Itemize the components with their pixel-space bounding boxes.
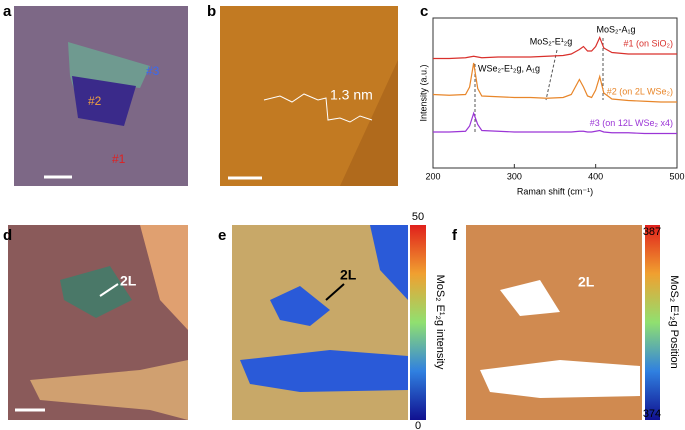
spectrum	[432, 62, 677, 103]
colorbar-tick: 387	[643, 226, 661, 238]
peak-annotation: WSe₂-E¹₂g, A₁g	[478, 63, 540, 73]
x-tick-label: 300	[507, 171, 522, 181]
panel-label: e	[218, 227, 226, 244]
map-region	[370, 225, 408, 300]
map-region	[240, 350, 408, 392]
peak-annotation: MoS₂-E¹₂g	[530, 36, 573, 46]
step-height: 1.3 nm	[330, 87, 373, 103]
spectrum	[433, 111, 677, 135]
flake	[60, 266, 132, 318]
x-axis-label: Raman shift (cm⁻¹)	[517, 186, 593, 196]
site-label: #2	[88, 94, 102, 108]
colorbar-tick: 50	[412, 211, 424, 223]
colorbar-tick: 0	[415, 420, 421, 430]
region-label: 2L	[120, 273, 137, 289]
y-axis-label: Intensity (a.u.)	[418, 64, 428, 121]
flake	[30, 360, 188, 420]
series-label: #2 (on 2L WSe₂)	[607, 86, 673, 96]
height-profile	[263, 93, 373, 123]
site-label: #1	[112, 152, 126, 166]
region-label: 2L	[340, 267, 357, 283]
panel-label: b	[207, 3, 216, 20]
x-tick-label: 500	[669, 171, 684, 181]
flake	[140, 225, 188, 330]
map-region	[500, 280, 560, 316]
panel-label: d	[3, 227, 12, 244]
peak-annotation: MoS₂-A₁g	[596, 24, 635, 34]
panel-label: c	[420, 3, 428, 20]
colorbar-tick: 374	[643, 408, 661, 420]
site-label: #3	[146, 64, 160, 78]
flake	[72, 76, 136, 126]
colorbar	[645, 225, 660, 420]
arrow	[99, 283, 119, 297]
colorbar-title: MoS₂ E¹₂g intensity	[434, 275, 446, 370]
map-region	[480, 360, 640, 398]
colorbar	[410, 225, 426, 420]
arrow	[325, 283, 345, 301]
panel-label: a	[3, 3, 12, 20]
series-label: #3 (on 12L WSe₂ x4)	[590, 118, 673, 128]
region-label: 2L	[578, 274, 595, 290]
panel-label: f	[452, 227, 458, 244]
plot-frame	[432, 17, 678, 169]
series-label: #1 (on SiO₂)	[623, 38, 673, 48]
colorbar-title: MoS₂ E¹₂g Position	[668, 275, 680, 369]
x-tick-label: 200	[425, 171, 440, 181]
x-tick-label: 400	[588, 171, 603, 181]
map-region	[270, 286, 330, 326]
guide-line	[545, 49, 558, 101]
spectrum	[433, 35, 677, 60]
terrace	[340, 60, 398, 186]
